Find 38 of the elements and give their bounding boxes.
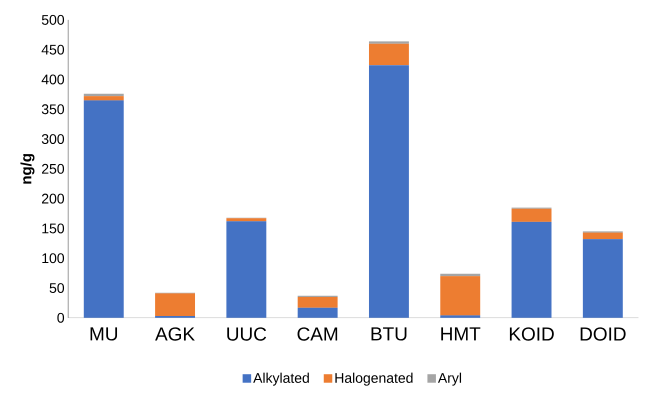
bar <box>440 274 480 276</box>
bar <box>368 44 409 66</box>
x-tick-label: HMT <box>441 327 480 340</box>
y-tick-label: 200 <box>42 194 64 204</box>
bar <box>440 276 480 316</box>
bar <box>582 239 623 318</box>
legend-label: Halogenated <box>335 372 413 386</box>
x-tick-label: CAM <box>298 327 338 341</box>
bar <box>512 208 552 222</box>
bar <box>84 96 124 100</box>
bar <box>512 222 552 318</box>
bar <box>226 221 266 318</box>
x-tick-label: DOID <box>580 327 626 341</box>
x-tick-label: UUC <box>227 327 266 341</box>
y-tick-label: 300 <box>42 134 64 144</box>
bar <box>155 293 196 316</box>
x-tick-label: BTU <box>372 327 406 341</box>
bar <box>582 232 623 240</box>
y-tick-label: 400 <box>42 74 64 84</box>
y-axis-title: ng/g <box>20 154 34 184</box>
bar <box>368 65 409 318</box>
bar <box>298 297 338 308</box>
x-tick-label: AGK <box>155 327 195 341</box>
legend-label: Alkylated <box>253 372 309 386</box>
y-tick-label: 100 <box>42 253 64 264</box>
legend-label: Aryl <box>438 372 462 386</box>
bar <box>298 308 338 318</box>
y-tick-label: 250 <box>42 164 64 174</box>
y-tick-label: 150 <box>42 224 64 234</box>
bar <box>226 218 266 222</box>
bar <box>84 100 124 318</box>
y-tick-label: 50 <box>50 283 64 294</box>
y-tick-label: 450 <box>42 44 64 55</box>
y-tick-label: 350 <box>42 104 64 114</box>
x-tick-label: MU <box>90 327 118 341</box>
y-tick-label: 500 <box>42 15 64 25</box>
y-tick-label: 0 <box>57 312 64 323</box>
x-tick-label: KOID <box>510 327 554 341</box>
